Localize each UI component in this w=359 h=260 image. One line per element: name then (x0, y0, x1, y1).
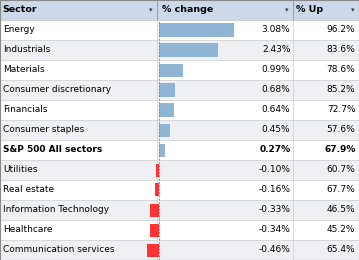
Bar (0, 120, 157, 140)
Bar (157, 0, 293, 20)
Bar (293, 60, 359, 80)
Text: Consumer staples: Consumer staples (3, 126, 84, 134)
Text: -0.10%: -0.10% (258, 166, 290, 174)
Text: -0.16%: -0.16% (258, 185, 290, 194)
Bar (157, 140, 293, 160)
Bar (159, 124, 169, 136)
Bar (293, 160, 359, 180)
Text: S&P 500 All sectors: S&P 500 All sectors (3, 146, 102, 154)
Text: 0.99%: 0.99% (262, 66, 290, 75)
Bar (293, 220, 359, 240)
Bar (0, 180, 157, 200)
Text: Industrials: Industrials (3, 46, 50, 55)
Bar (0, 140, 157, 160)
Bar (159, 23, 234, 36)
Text: 78.6%: 78.6% (327, 66, 355, 75)
Text: 67.9%: 67.9% (324, 146, 355, 154)
Bar (157, 200, 293, 220)
Bar (0, 60, 157, 80)
Bar (157, 100, 293, 120)
Bar (293, 240, 359, 260)
Bar (0, 240, 157, 260)
Text: 85.2%: 85.2% (327, 86, 355, 94)
Bar (293, 120, 359, 140)
Bar (150, 224, 159, 237)
Text: 83.6%: 83.6% (327, 46, 355, 55)
Bar (150, 204, 159, 217)
Bar (157, 220, 293, 240)
Text: ▾: ▾ (285, 7, 289, 13)
Text: Energy: Energy (3, 25, 34, 35)
Text: Healthcare: Healthcare (3, 225, 52, 235)
Text: Information Technology: Information Technology (3, 205, 109, 214)
Bar (0, 200, 157, 220)
Text: % change: % change (162, 5, 213, 15)
Text: Communication services: Communication services (3, 245, 115, 255)
Text: 60.7%: 60.7% (327, 166, 355, 174)
Bar (157, 240, 293, 260)
Bar (0, 220, 157, 240)
Bar (293, 180, 359, 200)
Bar (293, 80, 359, 100)
Bar (157, 180, 293, 200)
Text: -0.46%: -0.46% (258, 245, 290, 255)
Bar (157, 20, 293, 40)
Bar (157, 160, 293, 180)
Bar (0, 80, 157, 100)
Bar (155, 184, 159, 197)
Text: Real estate: Real estate (3, 185, 54, 194)
Text: 0.64%: 0.64% (262, 106, 290, 114)
Text: 46.5%: 46.5% (327, 205, 355, 214)
Bar (0, 0, 157, 20)
Bar (157, 120, 293, 140)
Bar (157, 80, 293, 100)
Bar (159, 43, 218, 56)
Text: 45.2%: 45.2% (327, 225, 355, 235)
Bar (157, 60, 293, 80)
Bar (293, 40, 359, 60)
Text: -0.34%: -0.34% (258, 225, 290, 235)
Text: % Up: % Up (296, 5, 323, 15)
Text: Utilities: Utilities (3, 166, 37, 174)
Bar (0, 100, 157, 120)
Text: 3.08%: 3.08% (262, 25, 290, 35)
Text: 72.7%: 72.7% (327, 106, 355, 114)
Text: Sector: Sector (3, 5, 37, 15)
Bar (293, 20, 359, 40)
Bar (293, 200, 359, 220)
Text: 67.7%: 67.7% (327, 185, 355, 194)
Text: Financials: Financials (3, 106, 47, 114)
Text: 2.43%: 2.43% (262, 46, 290, 55)
Text: 0.45%: 0.45% (262, 126, 290, 134)
Text: -0.33%: -0.33% (258, 205, 290, 214)
Text: 0.68%: 0.68% (262, 86, 290, 94)
Bar (159, 83, 175, 96)
Text: Materials: Materials (3, 66, 45, 75)
Text: 96.2%: 96.2% (327, 25, 355, 35)
Text: 65.4%: 65.4% (327, 245, 355, 255)
Bar (293, 140, 359, 160)
Bar (157, 40, 293, 60)
Bar (293, 0, 359, 20)
Bar (293, 100, 359, 120)
Bar (0, 20, 157, 40)
Bar (159, 103, 174, 116)
Text: Consumer discretionary: Consumer discretionary (3, 86, 111, 94)
Bar (159, 63, 183, 76)
Bar (147, 244, 159, 257)
Bar (0, 160, 157, 180)
Bar (156, 164, 159, 177)
Text: ▾: ▾ (149, 7, 152, 13)
Bar (159, 144, 165, 157)
Text: ▾: ▾ (351, 7, 354, 13)
Text: 0.27%: 0.27% (259, 146, 290, 154)
Bar (0, 40, 157, 60)
Text: 57.6%: 57.6% (327, 126, 355, 134)
